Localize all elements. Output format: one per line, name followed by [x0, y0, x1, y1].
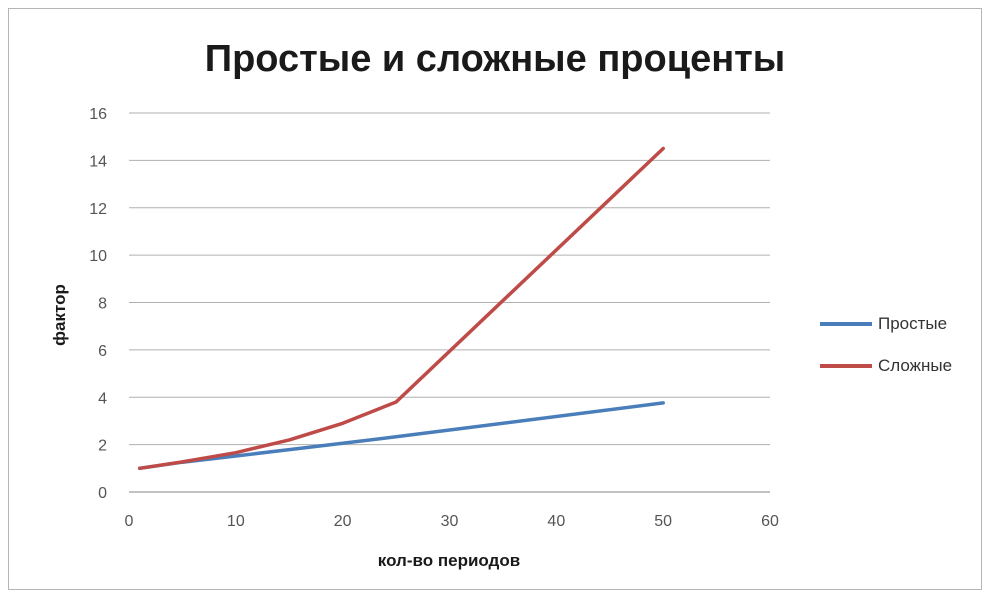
- x-tick-label: 50: [654, 513, 672, 530]
- x-tick-label: 30: [441, 513, 459, 530]
- y-tick-label: 8: [98, 296, 107, 313]
- y-tick-label: 4: [98, 390, 107, 407]
- x-tick-label: 60: [761, 513, 779, 530]
- chart-title: Простые и сложные проценты: [204, 38, 786, 80]
- series-line-simple: [137, 401, 665, 471]
- series-lines: [137, 146, 665, 471]
- legend: Простые Сложные: [820, 312, 952, 396]
- x-tick-label: 10: [227, 513, 245, 530]
- y-tick-label: 2: [98, 438, 107, 455]
- legend-item-compound: Сложные: [820, 354, 952, 378]
- x-tick-label: 20: [334, 513, 352, 530]
- y-tick-label: 16: [89, 106, 107, 123]
- legend-label-simple: Простые: [878, 314, 948, 333]
- y-tick-label: 10: [89, 248, 107, 265]
- y-tick-labels: 0 2 4 6 8 10 12 14 16: [89, 106, 107, 502]
- y-tick-label: 0: [98, 485, 107, 502]
- y-tick-label: 14: [89, 153, 107, 170]
- y-tick-label: 12: [89, 201, 107, 218]
- x-tick-label: 40: [547, 513, 565, 530]
- legend-swatch-simple: [820, 322, 872, 326]
- legend-label-compound: Сложные: [878, 356, 953, 375]
- x-axis-label: кол-во периодов: [377, 551, 521, 570]
- x-tick-labels: 0 10 20 30 40 50 60: [125, 513, 779, 530]
- gridlines: [129, 112, 770, 493]
- chart-frame: [8, 8, 982, 590]
- legend-item-simple: Простые: [820, 312, 952, 336]
- legend-swatch-compound: [820, 364, 872, 368]
- x-tick-label: 0: [125, 513, 134, 530]
- y-tick-label: 6: [98, 343, 107, 360]
- series-line-compound: [137, 146, 665, 471]
